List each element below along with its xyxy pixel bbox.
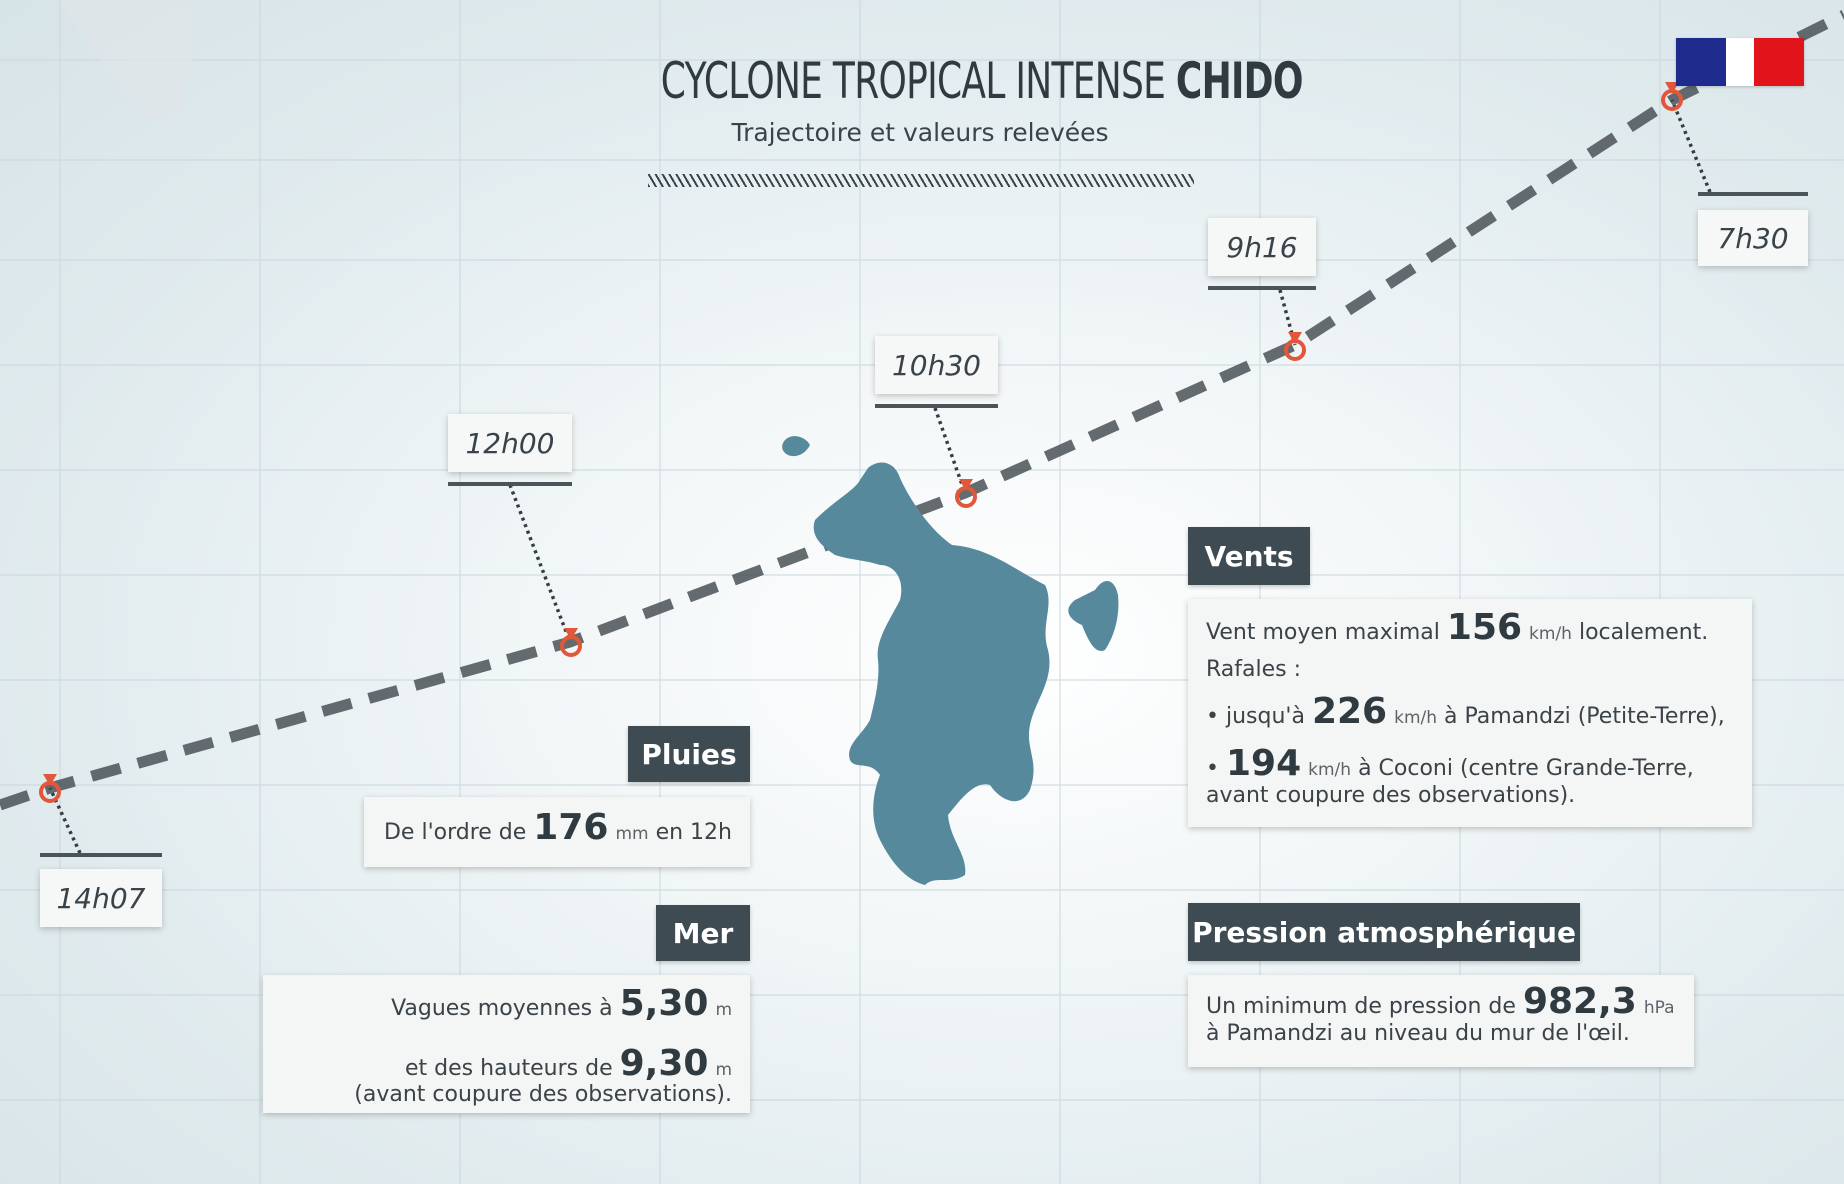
mer-box: Vagues moyennes à 5,30 m et des hauteurs… xyxy=(263,975,750,1113)
flag-red-band xyxy=(1754,38,1804,86)
mer-l2-unit: m xyxy=(715,1060,732,1080)
vents-l3-suffix: à Pamandzi (Petite-Terre), xyxy=(1444,704,1725,729)
vents-l4-suffix: à Coconi (centre Grande-Terre, xyxy=(1358,756,1694,781)
mer-l1-prefix: Vagues moyennes à xyxy=(391,996,613,1021)
republic-flag-logo xyxy=(1676,38,1804,86)
flag-blue-band xyxy=(1676,38,1726,86)
vents-line-5: avant coupure des observations). xyxy=(1206,783,1576,808)
mayotte-island xyxy=(782,436,1119,885)
islet-north-shape xyxy=(782,436,810,457)
flag-white-band xyxy=(1726,38,1754,86)
pression-line-1: Un minimum de pression de 982,3 hPa xyxy=(1206,984,1676,1021)
pression-line-2: à Pamandzi au niveau du mur de l'œil. xyxy=(1206,1021,1630,1046)
marker-10h30 xyxy=(955,479,977,508)
page-title: CYCLONE TROPICAL INTENSE CHIDO xyxy=(660,48,1304,114)
vents-l1-value: 156 xyxy=(1446,607,1523,648)
marker-7h30 xyxy=(1661,82,1683,111)
mer-line-3: (avant coupure des observations). xyxy=(354,1082,732,1107)
time-label-14h07: 14h07 xyxy=(40,869,162,927)
vents-l4-unit: km/h xyxy=(1308,760,1352,780)
pression-box: Un minimum de pression de 982,3 hPa à Pa… xyxy=(1188,975,1694,1067)
vents-header: Vents xyxy=(1188,527,1310,585)
mer-l2-value: 9,30 xyxy=(619,1043,709,1084)
pluies-header: Pluies xyxy=(628,726,750,782)
vents-l3-unit: km/h xyxy=(1394,708,1438,728)
marker-12h00 xyxy=(560,628,582,657)
pluies-prefix: De l'ordre de xyxy=(383,820,527,845)
pluies-unit: mm xyxy=(615,824,649,844)
leader-lines xyxy=(48,99,1712,854)
mer-l1-value: 5,30 xyxy=(619,983,709,1024)
title-bold: CHIDO xyxy=(1175,52,1304,110)
pression-l1-value: 982,3 xyxy=(1522,981,1637,1022)
mer-line-2: et des hauteurs de 9,30 m xyxy=(281,1046,732,1085)
vents-l1-prefix: Vent moyen maximal xyxy=(1206,620,1440,645)
time-label-7h30: 7h30 xyxy=(1698,210,1808,266)
title-block: CYCLONE TROPICAL INTENSE CHIDO Trajectoi… xyxy=(560,48,1304,150)
vents-l4-value: 194 xyxy=(1225,743,1302,784)
title-hatch-divider xyxy=(648,174,1194,187)
time-label-12h00: 12h00 xyxy=(448,414,572,472)
pression-l1-prefix: Un minimum de pression de xyxy=(1206,994,1516,1019)
mer-header: Mer xyxy=(656,905,750,961)
time-label-9h16: 9h16 xyxy=(1208,218,1316,276)
pluies-value: 176 xyxy=(533,807,609,848)
label-underlines xyxy=(40,192,1808,857)
vents-l3-value: 226 xyxy=(1311,691,1388,732)
pluies-box: De l'ordre de 176 mm en 12h xyxy=(364,797,750,867)
mer-l2-prefix: et des hauteurs de xyxy=(405,1056,613,1081)
vents-l1-suffix: localement. xyxy=(1578,620,1709,645)
vents-l1-unit: km/h xyxy=(1529,624,1572,644)
page-subtitle: Trajectoire et valeurs relevées xyxy=(731,118,1109,147)
vents-l4-prefix: • xyxy=(1206,756,1219,781)
vents-line-1: Vent moyen maximal 156 km/h localement. xyxy=(1206,610,1734,649)
pluies-line: De l'ordre de 176 mm en 12h xyxy=(383,807,732,848)
pression-header: Pression atmosphérique xyxy=(1188,903,1580,961)
mer-l1-unit: m xyxy=(715,1000,732,1020)
vents-line-3: • jusqu'à 226 km/h à Pamandzi (Petite-Te… xyxy=(1206,694,1734,733)
marker-14h07 xyxy=(39,774,61,803)
grande-terre-shape xyxy=(813,462,1050,885)
vents-line-2: Rafales : xyxy=(1206,657,1302,682)
vents-box: Vent moyen maximal 156 km/h localement. … xyxy=(1188,599,1752,827)
marker-9h16 xyxy=(1284,332,1306,361)
mer-line-1: Vagues moyennes à 5,30 m xyxy=(281,986,732,1025)
pluies-suffix: en 12h xyxy=(655,820,732,845)
time-label-10h30: 10h30 xyxy=(875,336,998,394)
pression-l1-unit: hPa xyxy=(1643,998,1675,1018)
petite-terre-shape xyxy=(1068,580,1119,651)
vents-line-4: • 194 km/h à Coconi (centre Grande-Terre… xyxy=(1206,746,1734,785)
vents-l3-prefix: • jusqu'à xyxy=(1206,704,1305,729)
landmass-shape xyxy=(60,0,195,119)
track-markers xyxy=(39,82,1683,803)
title-light: CYCLONE TROPICAL INTENSE xyxy=(660,52,1176,110)
